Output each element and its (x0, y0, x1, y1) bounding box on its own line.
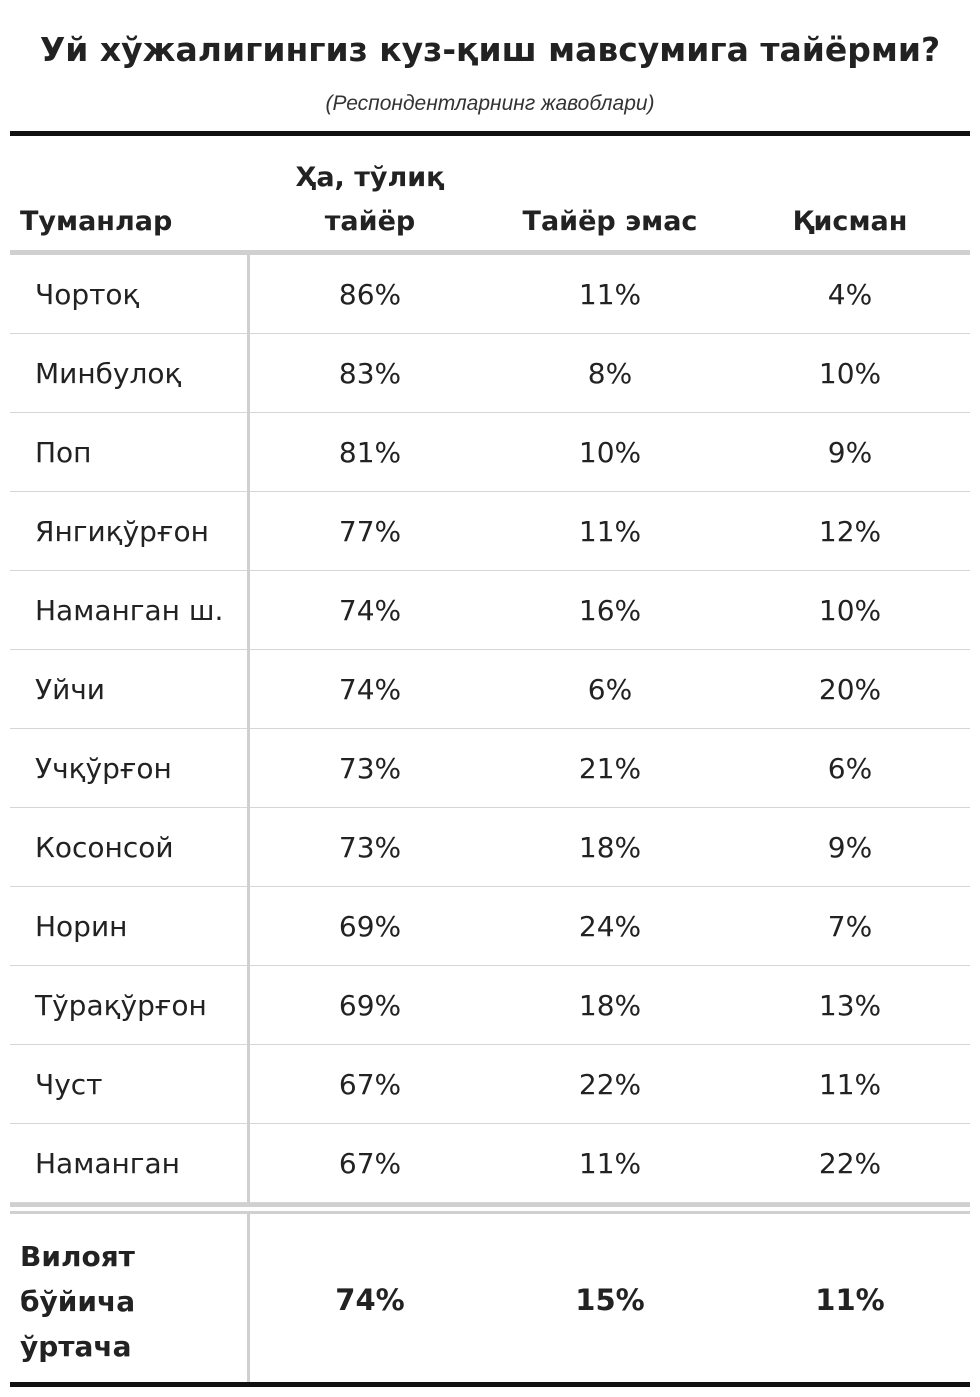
total-separator (10, 1203, 970, 1207)
cell-partial: 20% (818, 673, 882, 706)
cell-partial: 9% (827, 436, 873, 469)
cell-region: Косонсой (35, 831, 174, 864)
cell-yes: 67% (338, 1068, 402, 1101)
cell-region: Норин (35, 910, 128, 943)
top-rule (10, 131, 970, 136)
cell-no: 6% (587, 673, 633, 706)
table-row: Наманган ш. 74% 16% 10% (10, 571, 970, 650)
cell-partial: 4% (827, 278, 873, 311)
header-no: Тайёр эмас (522, 206, 698, 237)
cell-yes: 74% (338, 594, 402, 627)
header-partial: Қисман (792, 206, 908, 237)
bottom-rule (10, 1382, 970, 1387)
cell-partial: 12% (818, 515, 882, 548)
cell-no: 18% (578, 831, 642, 864)
header-yes: Ҳа, тўлиқ тайёр (250, 156, 490, 244)
header-yes-line1: Ҳа, тўлиқ (295, 162, 445, 193)
table-row: Тўрақўрғон 69% 18% 13% (10, 966, 970, 1045)
cell-yes: 86% (338, 278, 402, 311)
cell-no: 16% (578, 594, 642, 627)
table-row: Чуст 67% 22% 11% (10, 1045, 970, 1124)
cell-no: 11% (578, 515, 642, 548)
cell-yes: 73% (338, 831, 402, 864)
table-row: Косонсой 73% 18% 9% (10, 808, 970, 887)
cell-yes: 69% (338, 910, 402, 943)
cell-no: 21% (578, 752, 642, 785)
cell-region: Поп (35, 436, 92, 469)
cell-region: Учқўрғон (35, 752, 172, 785)
cell-no: 24% (578, 910, 642, 943)
cell-partial: 13% (818, 989, 882, 1022)
cell-no: 11% (578, 1147, 642, 1180)
cell-yes: 67% (338, 1147, 402, 1180)
table-row: Янгиқўрғон 77% 11% 12% (10, 492, 970, 571)
cell-no: 11% (578, 278, 642, 311)
page-title: Уй хўжалигингиз куз-қиш мавсумига тайёрм… (39, 30, 941, 69)
table-header: Туманлар Ҳа, тўлиқ тайёр Тайёр эмас Қисм… (10, 136, 970, 250)
table-body: Чортоқ 86% 11% 4% Минбулоқ 83% 8% 10% Поп 81% 10% 9… (10, 255, 970, 1203)
cell-yes: 83% (338, 357, 402, 390)
table-row: Чортоқ 86% 11% 4% (10, 255, 970, 334)
cell-partial: 10% (818, 594, 882, 627)
cell-no: 8% (587, 357, 633, 390)
total-separator-double (10, 1211, 970, 1214)
cell-no: 18% (578, 989, 642, 1022)
cell-no: 10% (578, 436, 642, 469)
cell-yes: 77% (338, 515, 402, 548)
total-no: 15% (575, 1283, 645, 1317)
cell-partial: 22% (818, 1147, 882, 1180)
table-row: Наманган 67% 11% 22% (10, 1124, 970, 1203)
cell-yes: 73% (338, 752, 402, 785)
cell-yes: 69% (338, 989, 402, 1022)
total-label-line3: ўртача (20, 1330, 132, 1363)
cell-region: Наманган ш. (35, 594, 224, 627)
table-row: Учқўрғон 73% 21% 6% (10, 729, 970, 808)
table-row: Норин 69% 24% 7% (10, 887, 970, 966)
cell-partial: 9% (827, 831, 873, 864)
cell-region: Минбулоқ (35, 357, 182, 390)
cell-partial: 7% (827, 910, 873, 943)
column-divider-total (247, 1214, 250, 1382)
column-divider (247, 255, 250, 1203)
table-row: Минбулоқ 83% 8% 10% (10, 334, 970, 413)
page-subtitle: (Респондентларнинг жавоблари) (325, 92, 655, 115)
total-label: Вилоят бўйича ўртача (20, 1234, 250, 1369)
cell-no: 22% (578, 1068, 642, 1101)
header-rule (10, 250, 970, 255)
cell-region: Чуст (35, 1068, 103, 1101)
cell-region: Наманган (35, 1147, 180, 1180)
cell-region: Тўрақўрғон (35, 989, 207, 1022)
cell-region: Уйчи (35, 673, 105, 706)
header-region: Туманлар (20, 206, 173, 237)
cell-partial: 10% (818, 357, 882, 390)
total-label-line2: бўйича (20, 1285, 136, 1318)
table-row: Поп 81% 10% 9% (10, 413, 970, 492)
cell-partial: 11% (818, 1068, 882, 1101)
total-yes: 74% (335, 1283, 405, 1317)
cell-region: Янгиқўрғон (35, 515, 209, 548)
cell-yes: 81% (338, 436, 402, 469)
total-label-line1: Вилоят (20, 1240, 135, 1273)
cell-partial: 6% (827, 752, 873, 785)
cell-yes: 74% (338, 673, 402, 706)
header-yes-line2: тайёр (324, 206, 416, 237)
cell-region: Чортоқ (35, 278, 140, 311)
total-row: Вилоят бўйича ўртача 74% 15% 11% (10, 1214, 970, 1382)
total-partial: 11% (815, 1283, 885, 1317)
table-row: Уйчи 74% 6% 20% (10, 650, 970, 729)
